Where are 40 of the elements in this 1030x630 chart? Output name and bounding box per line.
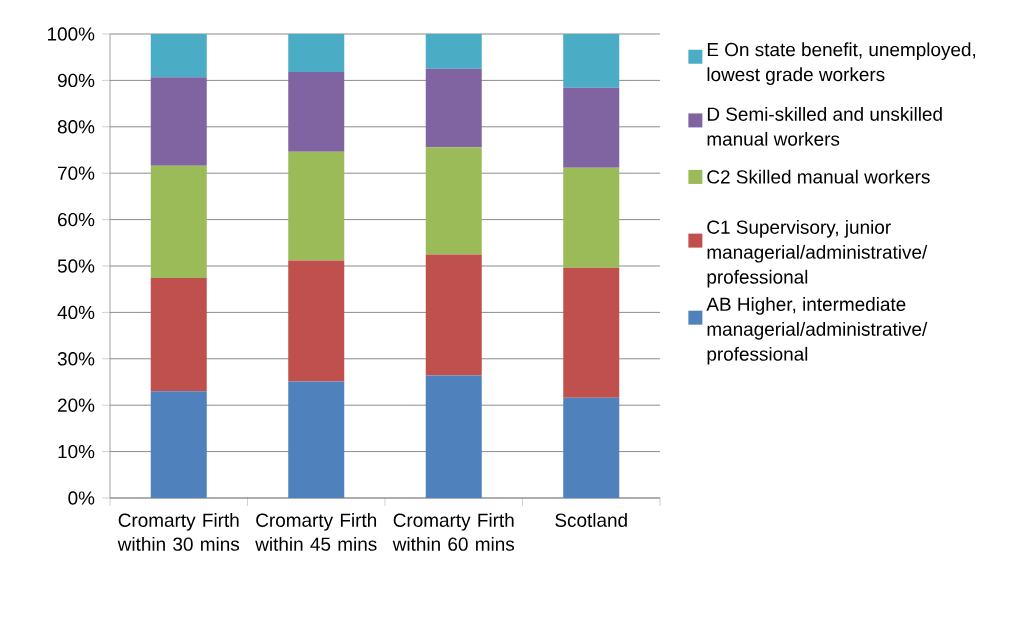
bar — [425, 254, 482, 376]
bar — [150, 278, 207, 392]
y-tick-label: 60% — [58, 212, 95, 227]
bar — [563, 167, 620, 268]
bar — [150, 33, 207, 78]
bar — [425, 68, 482, 148]
bar — [563, 87, 620, 168]
y-tick-label: 50% — [57, 259, 95, 273]
legend-label: C2 Skilled manual workers — [707, 169, 930, 184]
bar — [288, 151, 345, 261]
bar — [425, 147, 482, 255]
bar — [563, 33, 620, 88]
bar — [150, 165, 207, 279]
x-tick-label: Cromarty Firth within 45 mins — [255, 513, 377, 551]
y-tick-label: 20% — [58, 398, 95, 412]
bar — [150, 77, 207, 166]
x-tick-label: Cromarty Firth within 30 mins — [117, 513, 240, 551]
y-tick-label: 0% — [68, 491, 95, 505]
y-tick-label: 10% — [58, 444, 95, 459]
bar — [288, 260, 345, 382]
bar — [425, 33, 482, 69]
bar — [563, 397, 620, 498]
y-tick-label: 40% — [57, 305, 95, 320]
bar — [288, 33, 345, 73]
bar — [425, 375, 482, 498]
y-tick-label: 30% — [57, 352, 95, 366]
y-tick-label: 100% — [47, 27, 95, 41]
x-tick-label: Cromarty Firth within 60 mins — [392, 513, 515, 551]
legend-label: C1 Supervisory, junior managerial/administrative/ professional — [707, 220, 928, 288]
y-tick-label: 70% — [58, 166, 95, 180]
x-tick-label: Scotland — [555, 513, 627, 527]
bar — [288, 72, 345, 152]
bar — [288, 381, 345, 498]
y-tick-label: 90% — [57, 73, 95, 88]
legend-label: D Semi-skilled and unskilled manual workers — [707, 106, 942, 146]
legend-label: AB Higher, intermediate managerial/administrative/ professional — [706, 297, 928, 365]
bar — [563, 267, 620, 398]
y-tick-label: 80% — [57, 120, 95, 134]
legend-label: E On state benefit, unemployed, lowest grade workers — [707, 42, 976, 85]
bar — [150, 391, 207, 498]
